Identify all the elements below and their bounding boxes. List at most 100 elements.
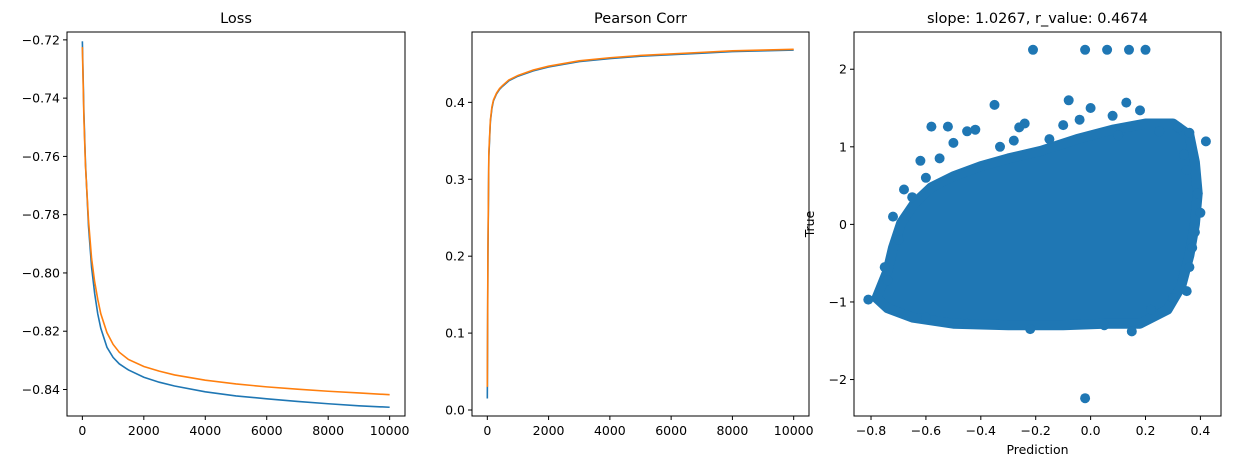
scatter-point	[926, 121, 937, 132]
y-tick-label: 0.2	[445, 249, 465, 264]
scatter-point	[899, 184, 909, 195]
x-tick-label: 10000	[370, 423, 410, 438]
y-axis-label: True	[802, 210, 817, 238]
scatter-point	[1184, 262, 1195, 273]
x-tick-label: 6000	[251, 423, 283, 438]
scatter-point	[1187, 242, 1198, 253]
scatter-point	[942, 121, 953, 132]
scatter-point	[879, 262, 890, 273]
scatter-point	[1184, 127, 1195, 138]
scatter-point	[989, 99, 1000, 110]
scatter-point	[1173, 122, 1184, 133]
axes-frame	[471, 31, 810, 417]
scatter-point	[915, 155, 926, 166]
scatter-point	[1181, 286, 1192, 297]
x-tick-label: 4000	[189, 423, 221, 438]
scatter-point	[1189, 227, 1200, 238]
x-tick-label: 0.4	[1190, 423, 1210, 438]
chart-title: slope: 1.0267, r_value: 0.4674	[927, 11, 1148, 27]
y-tick-label: 0.4	[445, 95, 465, 110]
subplot-loss: 0 2000 4000 6000 8000 10000 −0.72 −0.74 −0.76 −0.…	[22, 11, 410, 438]
series-line-2	[81, 47, 390, 396]
scatter-point	[1008, 135, 1019, 146]
series-line-2	[486, 48, 794, 387]
x-tick-label: 0	[483, 423, 491, 438]
y-tick-label: −1	[829, 294, 847, 309]
x-tick-label: 10000	[774, 423, 814, 438]
x-tick-label: 8000	[717, 423, 749, 438]
scatter-point	[1028, 44, 1038, 55]
scatter-point	[882, 275, 893, 286]
scatter-point	[920, 172, 931, 183]
x-tick-label: 0.2	[1136, 423, 1156, 438]
scatter-point	[962, 318, 973, 329]
x-tick-label: 8000	[312, 423, 344, 438]
scatter-point	[1200, 136, 1211, 147]
scatter-point	[1080, 393, 1091, 404]
x-tick-label: 6000	[655, 423, 687, 438]
chart-title: Pearson Corr	[594, 11, 687, 27]
scatter-point	[934, 153, 945, 164]
scatter-point	[1140, 44, 1151, 55]
scatter-point	[962, 126, 973, 137]
scatter-point	[1124, 44, 1134, 55]
scatter-point	[1063, 95, 1074, 106]
subplot-scatter: −0.8 −0.6 −0.4 −0.2 0.0 0.2 0.4 2 1 0 −1 −2 slope: 1…	[802, 11, 1222, 457]
scatter-point	[995, 141, 1005, 152]
scatter-point	[1102, 44, 1113, 55]
scatter-point	[863, 294, 874, 305]
y-tick-label: 0	[839, 217, 847, 232]
y-tick-label: −0.74	[22, 91, 60, 106]
y-tick-label: −0.72	[22, 32, 60, 47]
scatter-point	[1192, 188, 1203, 199]
x-tick-label: 0	[78, 423, 86, 438]
x-tick-label: −0.4	[966, 423, 996, 438]
plot-area	[81, 41, 390, 409]
y-tick-label: 0.0	[445, 403, 465, 418]
scatter-point	[1135, 105, 1145, 116]
scatter-point	[1080, 44, 1091, 55]
scatter-point	[1099, 320, 1110, 331]
scatter-point	[1168, 293, 1178, 304]
x-tick-label: −0.8	[856, 423, 886, 438]
scatter-point	[1025, 324, 1036, 335]
y-tick-label: −0.78	[22, 207, 60, 222]
scatter-point	[888, 211, 898, 222]
plot-area	[863, 44, 1211, 404]
scatter-point	[1085, 103, 1096, 113]
y-tick-label: 1	[839, 139, 847, 154]
x-tick-label: 2000	[128, 423, 160, 438]
x-tick-label: 0.0	[1081, 423, 1101, 438]
x-axis-label: Prediction	[1006, 442, 1068, 457]
scatter-point	[1195, 207, 1206, 218]
y-tick-label: 2	[839, 62, 847, 77]
scatter-point	[1146, 304, 1156, 315]
scatter-point	[1058, 120, 1069, 131]
scatter-point	[893, 234, 904, 245]
subplot-pearson-corr: 0 2000 4000 6000 8000 10000 0.0 0.1 0.2 0.3 0.4 Pea…	[445, 11, 814, 438]
scatter-point	[907, 192, 918, 203]
series-line-1	[486, 49, 794, 399]
scatter-point	[1121, 97, 1132, 108]
scatter-point	[948, 137, 959, 148]
x-tick-label: 4000	[594, 423, 626, 438]
scatter-point	[1107, 110, 1118, 121]
y-tick-label: −0.76	[22, 149, 60, 164]
x-tick-label: −0.6	[911, 423, 941, 438]
series-line-1	[81, 41, 390, 409]
scatter-point	[1044, 134, 1055, 145]
y-tick-label: 0.3	[445, 172, 465, 187]
chart-title: Loss	[220, 11, 252, 27]
plot-area	[486, 48, 794, 399]
scatter-point	[1178, 149, 1189, 160]
x-tick-label: −0.2	[1021, 423, 1051, 438]
scatter-point	[1154, 126, 1165, 137]
scatter-point	[920, 312, 931, 323]
scatter-dense-cloud	[871, 118, 1203, 331]
scatter-point	[1126, 326, 1137, 337]
scatter-point	[1074, 114, 1085, 125]
y-tick-label: −2	[829, 372, 847, 387]
y-tick-label: −0.84	[22, 382, 60, 397]
axes-frame	[66, 31, 406, 417]
